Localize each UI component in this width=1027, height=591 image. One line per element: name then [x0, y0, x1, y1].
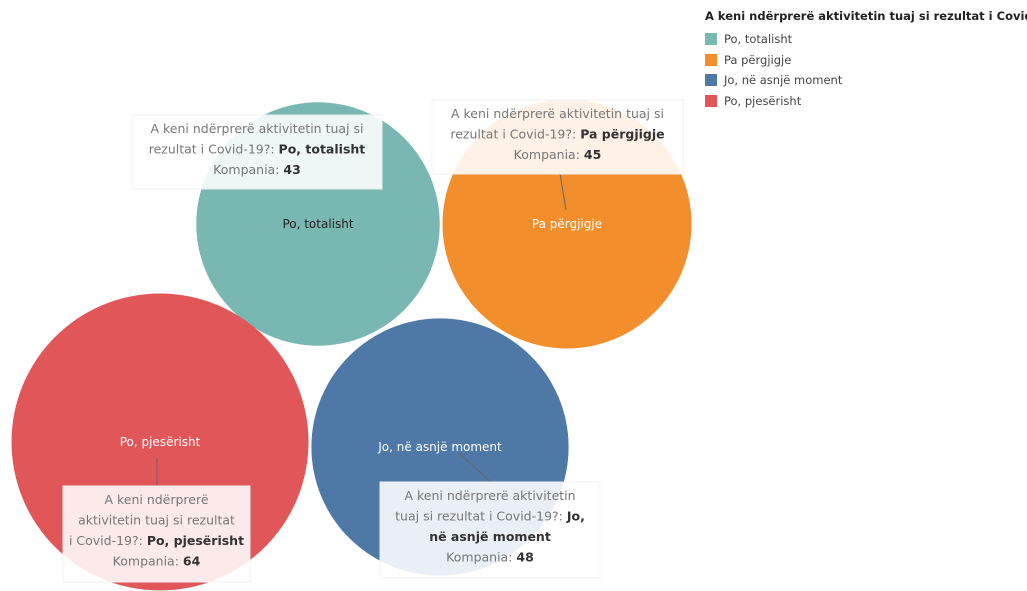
legend-item[interactable]: Po, pjesërisht	[705, 91, 1023, 112]
legend: A keni ndërprerë aktivitetin tuaj si rez…	[705, 9, 1027, 111]
callout-value: 43	[283, 162, 300, 177]
legend-item[interactable]: Po, totalisht	[705, 29, 1023, 50]
callout-text: A keni ndërprerë aktivitetin	[404, 488, 575, 503]
callout-value: Pa përgjigje	[580, 127, 664, 142]
callout-line: tuaj si rezultat i Covid-19?: Jo,	[395, 509, 585, 524]
tooltip-callout: A keni ndërprerë aktivitetin tuaj si rezu…	[431, 99, 684, 175]
tooltip-callout: A keni ndërprerë aktivitetin tuaj si rezu…	[131, 114, 383, 190]
callout-box	[131, 114, 383, 190]
callout-line: A keni ndërprerë aktivitetin tuaj si	[150, 121, 363, 136]
callout-text: rezultat i Covid-19?:	[450, 127, 580, 142]
callout-line: A keni ndërprerë	[104, 492, 208, 507]
legend-item[interactable]: Jo, në asnjë moment	[705, 70, 1023, 91]
callout-line: Kompania: 48	[446, 550, 534, 565]
tooltip-callout: A keni ndërprerë aktivitetin tuaj si rezu…	[379, 481, 601, 579]
callout-line: A keni ndërprerë aktivitetin	[404, 488, 575, 503]
callout-line: aktivitetin tuaj si rezultat	[78, 513, 235, 528]
callout-line: Kompania: 43	[213, 162, 301, 177]
callout-box	[62, 485, 251, 583]
callout-line: i Covid-19?: Po, pjesërisht	[69, 533, 244, 548]
leader-line	[458, 452, 492, 483]
callout-value: 45	[584, 147, 601, 162]
callout-text: A keni ndërprerë	[104, 492, 208, 507]
callout-line: rezultat i Covid-19?: Pa përgjigje	[450, 127, 664, 142]
callout-text: Kompania:	[113, 554, 183, 569]
callout-text: A keni ndërprerë aktivitetin tuaj si	[150, 121, 363, 136]
legend-swatch	[705, 94, 717, 107]
callout-line: A keni ndërprerë aktivitetin tuaj si	[451, 106, 664, 121]
callout-value: në asnjë moment	[429, 529, 551, 544]
legend-items: Po, totalisht Pa përgjigje Jo, në asnjë mo…	[705, 29, 1023, 111]
callout-line: Kompania: 45	[514, 147, 602, 162]
callout-text: tuaj si rezultat i Covid-19?:	[395, 509, 567, 524]
legend-label: Pa përgjigje	[724, 52, 792, 67]
legend-item[interactable]: Pa përgjigje	[705, 50, 1023, 71]
callout-line: rezultat i Covid-19?: Po, totalisht	[149, 142, 366, 157]
callout-text: i Covid-19?:	[69, 533, 147, 548]
callout-line: Kompania: 64	[113, 554, 201, 569]
bubble-label: Po, pjesërisht	[120, 435, 201, 449]
callout-value: Jo,	[566, 509, 585, 524]
leader-line	[559, 173, 567, 211]
callout-text: Kompania:	[514, 147, 584, 162]
callout-box	[379, 481, 601, 579]
callout-line: në asnjë moment	[429, 529, 551, 544]
legend-label: Po, totalisht	[724, 32, 793, 47]
bubble-label: Po, totalisht	[282, 217, 353, 231]
legend-label: Po, pjesërisht	[724, 93, 802, 108]
callouts: A keni ndërprerë aktivitetin tuaj si rezu…	[62, 99, 684, 583]
callout-value: 48	[516, 550, 533, 565]
callout-text: Kompania:	[446, 550, 516, 565]
legend-title: A keni ndërprerë aktivitetin tuaj si rez…	[705, 9, 1027, 23]
callout-text: rezultat i Covid-19?:	[149, 142, 279, 157]
callout-value: 64	[183, 554, 201, 569]
legend-label: Jo, në asnjë moment	[724, 73, 843, 88]
legend-swatch	[705, 53, 717, 66]
callout-text: A keni ndërprerë aktivitetin tuaj si	[451, 106, 664, 121]
callout-text: aktivitetin tuaj si rezultat	[78, 513, 235, 528]
callout-text: Kompania:	[213, 162, 283, 177]
tooltip-callout: A keni ndërprerë aktivitetin tuaj si rezu…	[62, 485, 251, 583]
callout-value: Po, totalisht	[279, 142, 366, 157]
bubble-label: Pa përgjigje	[532, 217, 602, 231]
legend-swatch	[705, 74, 717, 87]
callout-value: Po, pjesërisht	[147, 533, 244, 548]
legend-swatch	[705, 33, 717, 46]
bubble-label: Jo, në asnjë moment	[377, 440, 502, 454]
callout-box	[431, 99, 684, 175]
